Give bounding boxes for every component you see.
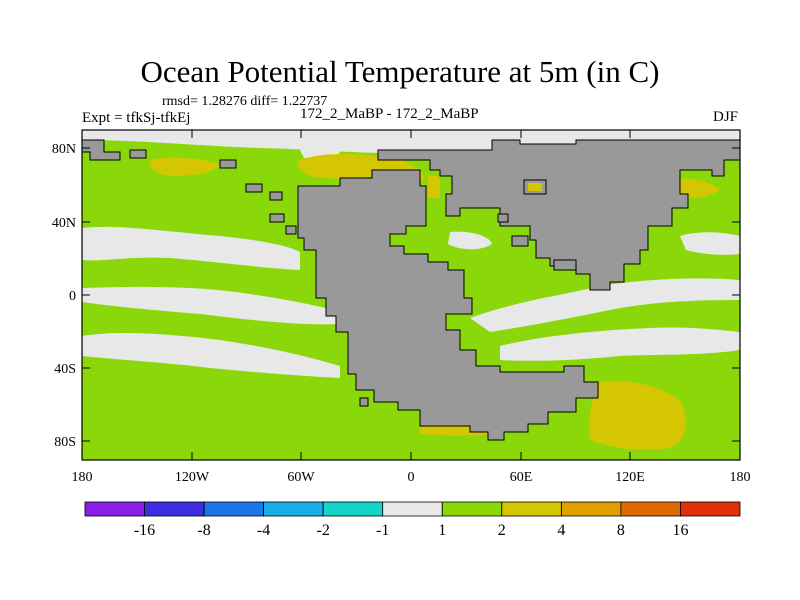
subtitle-label: 172_2_MaBP - 172_2_MaBP	[300, 106, 479, 122]
lon-label-60e: 60E	[510, 470, 533, 485]
stats-label: rmsd= 1.28276 diff= 1.22737	[162, 94, 328, 109]
north-island-warm	[528, 183, 542, 191]
lat-label-0: 0	[69, 289, 76, 304]
colorbar-box	[441, 501, 503, 517]
lon-label-0: 0	[408, 470, 415, 485]
lat-label-40s: 40S	[54, 362, 76, 377]
northwest-island	[81, 139, 121, 161]
season-label: DJF	[712, 109, 738, 125]
equatorial-band	[82, 286, 340, 325]
colorbar-label: 4	[557, 522, 565, 539]
experiment-label: Expt = tfkSj-tfkEj	[82, 110, 191, 126]
colorbar-box	[561, 501, 622, 517]
lat-label-40n: 40N	[52, 216, 76, 231]
colorbar-box	[620, 501, 681, 517]
colorbar-box	[382, 501, 443, 517]
colorbar	[84, 501, 741, 517]
small-island-1	[245, 183, 263, 193]
colorbar-box	[203, 501, 265, 517]
lon-label-120e: 120E	[615, 470, 645, 485]
land-masses	[81, 139, 741, 441]
lon-label-180w: 180	[72, 470, 93, 485]
colorbar-label: 1	[438, 522, 446, 539]
colorbar-box	[680, 501, 741, 517]
colorbar-labels: -16 -8 -4 -2 -1 1 2 4 8 16	[134, 522, 689, 539]
small-island-2	[269, 191, 283, 201]
south-warm-patch	[589, 380, 686, 450]
eastern-continent	[377, 139, 741, 291]
north-atlantic-patch	[448, 231, 492, 250]
western-continent	[297, 169, 599, 441]
east-patch	[680, 232, 740, 255]
colorbar-label: -1	[376, 522, 389, 539]
north-inlet-warm-patch	[428, 176, 440, 198]
colorbar-box	[501, 501, 562, 517]
lat-label-80s: 80S	[54, 435, 76, 450]
lon-label-180e: 180	[730, 470, 751, 485]
colorbar-label: -16	[134, 522, 155, 539]
colorbar-box	[144, 501, 205, 517]
plot-title: Ocean Potential Temperature at 5m (in C)	[140, 54, 660, 89]
colorbar-box	[322, 501, 384, 517]
arctic-island	[129, 149, 147, 159]
tethys-band	[470, 278, 740, 332]
colorbar-label: 16	[673, 522, 689, 539]
colorbar-label: 2	[498, 522, 506, 539]
lon-label-60w: 60W	[287, 470, 315, 485]
colorbar-label: -8	[197, 522, 210, 539]
axis-ticks	[81, 130, 741, 460]
colorbar-label: -4	[257, 522, 270, 539]
lon-label-120w: 120W	[175, 470, 210, 485]
north-pacific-band	[82, 226, 300, 270]
colorbar-box	[84, 501, 145, 517]
small-island-3	[269, 213, 285, 223]
east-island-3	[497, 213, 509, 223]
southern-tethys-band	[500, 327, 740, 361]
east-island-1	[553, 259, 577, 271]
colorbar-box	[263, 501, 324, 517]
colorbar-label: -2	[317, 522, 330, 539]
arctic-warm-patch-1	[149, 157, 220, 176]
east-island-2	[511, 235, 529, 247]
northeast-warm-patch	[672, 178, 720, 198]
arctic-island-2	[219, 159, 237, 169]
south-pacific-band	[82, 333, 340, 378]
lat-label-80n: 80N	[52, 142, 76, 157]
colorbar-label: 8	[617, 522, 625, 539]
southern-island	[359, 397, 369, 407]
small-island-4	[285, 225, 297, 235]
